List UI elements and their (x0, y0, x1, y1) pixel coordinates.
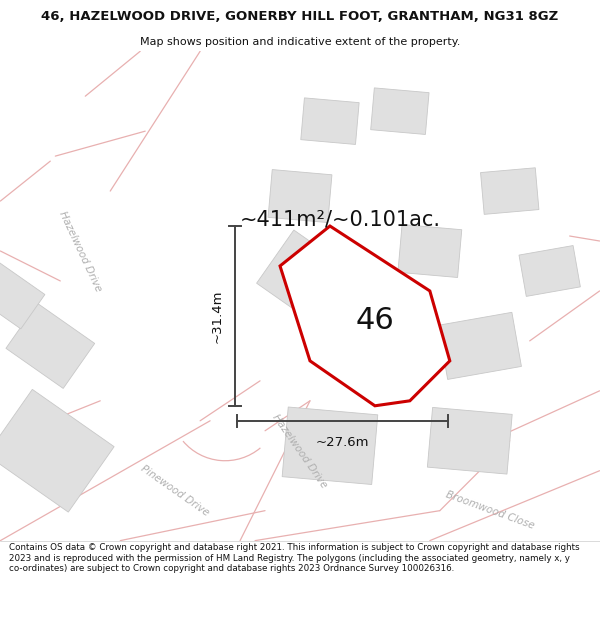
Polygon shape (85, 51, 200, 131)
Text: Hazelwood Drive: Hazelwood Drive (57, 209, 103, 293)
Polygon shape (430, 341, 599, 441)
Polygon shape (255, 401, 440, 541)
Polygon shape (371, 88, 429, 134)
Text: Pinewood Drive: Pinewood Drive (139, 463, 211, 518)
Polygon shape (200, 381, 310, 431)
Polygon shape (0, 389, 114, 512)
Text: 46, HAZELWOOD DRIVE, GONERBY HILL FOOT, GRANTHAM, NG31 8GZ: 46, HAZELWOOD DRIVE, GONERBY HILL FOOT, … (41, 10, 559, 23)
Polygon shape (398, 224, 462, 278)
Polygon shape (519, 246, 580, 296)
Polygon shape (55, 101, 145, 191)
Text: Broomwood Close: Broomwood Close (444, 490, 535, 531)
Polygon shape (1, 401, 230, 541)
Polygon shape (490, 236, 599, 331)
Text: Map shows position and indicative extent of the property.: Map shows position and indicative extent… (140, 37, 460, 47)
Polygon shape (280, 226, 450, 406)
Text: ~411m²/~0.101ac.: ~411m²/~0.101ac. (239, 209, 440, 229)
Polygon shape (268, 169, 332, 222)
Text: 46: 46 (356, 306, 394, 336)
Polygon shape (6, 303, 95, 388)
Polygon shape (1, 161, 110, 281)
Polygon shape (282, 407, 378, 484)
Text: Hazelwood Drive: Hazelwood Drive (271, 412, 329, 489)
Text: ~31.4m: ~31.4m (211, 289, 224, 342)
Polygon shape (301, 98, 359, 144)
Polygon shape (481, 168, 539, 214)
Polygon shape (427, 408, 512, 474)
Text: Contains OS data © Crown copyright and database right 2021. This information is : Contains OS data © Crown copyright and d… (9, 543, 580, 573)
Polygon shape (430, 441, 599, 541)
Polygon shape (0, 263, 45, 329)
Polygon shape (120, 451, 265, 541)
Polygon shape (438, 312, 521, 379)
Text: ~27.6m: ~27.6m (316, 436, 369, 449)
Polygon shape (257, 230, 364, 332)
